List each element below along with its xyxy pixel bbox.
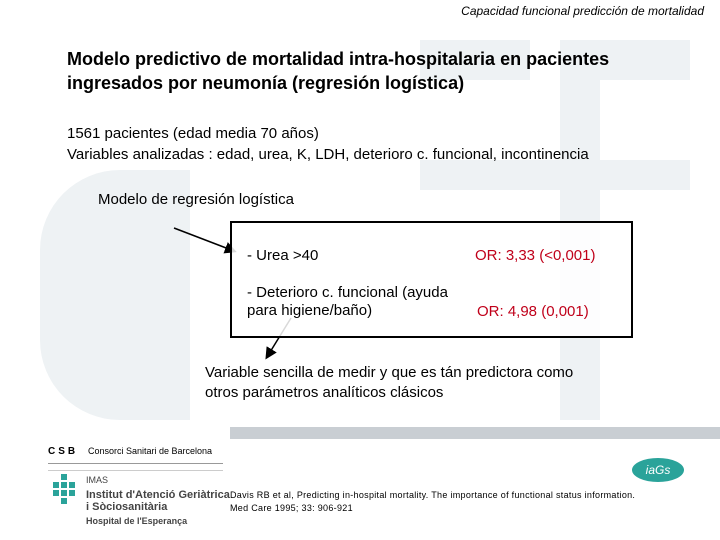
footer-band: [230, 427, 720, 439]
background-shape: [420, 160, 690, 190]
institute-name: Institut d'Atenció Geriàtrica i Sòciosan…: [86, 489, 230, 513]
imas-label: IMAS: [86, 475, 109, 485]
result-variable: - Urea >40: [247, 247, 319, 264]
institute-line: i Sòciosanitària: [86, 501, 168, 513]
csb-logo: CSB: [48, 446, 79, 457]
result-or: OR: 3,33 (<0,001): [475, 247, 596, 264]
reference-line: Davis RB et al, Predicting in-hospital m…: [230, 490, 636, 500]
header-title: Capacidad funcional predicción de mortal…: [461, 4, 704, 18]
study-summary: 1561 pacientes (edad media 70 años) Vari…: [67, 123, 589, 165]
result-or: OR: 4,98 (0,001): [477, 303, 589, 320]
consorci-text: Consorci Sanitari de Barcelona: [88, 446, 213, 456]
divider: [48, 463, 223, 464]
results-box: - Urea >40 OR: 3,33 (<0,001) - Deterioro…: [230, 221, 633, 338]
iags-logo: iaGs: [632, 458, 684, 482]
cross-logo-icon: [53, 474, 75, 504]
reference-line: Med Care 1995; 33: 906-921: [230, 503, 353, 513]
variables-text: Variables analizadas : edad, urea, K, LD…: [67, 146, 589, 163]
divider: [48, 470, 223, 471]
hospital-name: Hospital de l'Esperança: [86, 516, 188, 526]
conclusion-text: Variable sencilla de medir y que es tán …: [205, 364, 574, 401]
background-shape: [600, 40, 690, 80]
arrow-to-results: [173, 227, 237, 254]
model-label: Modelo de regresión logística: [98, 191, 294, 208]
page-title: Modelo predictivo de mortalidad intra-ho…: [67, 49, 610, 93]
background-shape: [420, 40, 530, 80]
patients-text: 1561 pacientes (edad media 70 años): [67, 125, 319, 142]
institute-line: Institut d'Atenció Geriàtrica: [86, 489, 230, 501]
result-variable: - Deterioro c. funcional (ayuda para hig…: [247, 284, 448, 319]
background-shape: [40, 170, 190, 420]
reference-citation: Davis RB et al, Predicting in-hospital m…: [230, 489, 635, 515]
